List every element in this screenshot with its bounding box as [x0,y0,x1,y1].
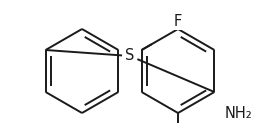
Text: NH₂: NH₂ [225,106,253,121]
Text: S: S [125,49,135,64]
Text: F: F [174,14,182,29]
